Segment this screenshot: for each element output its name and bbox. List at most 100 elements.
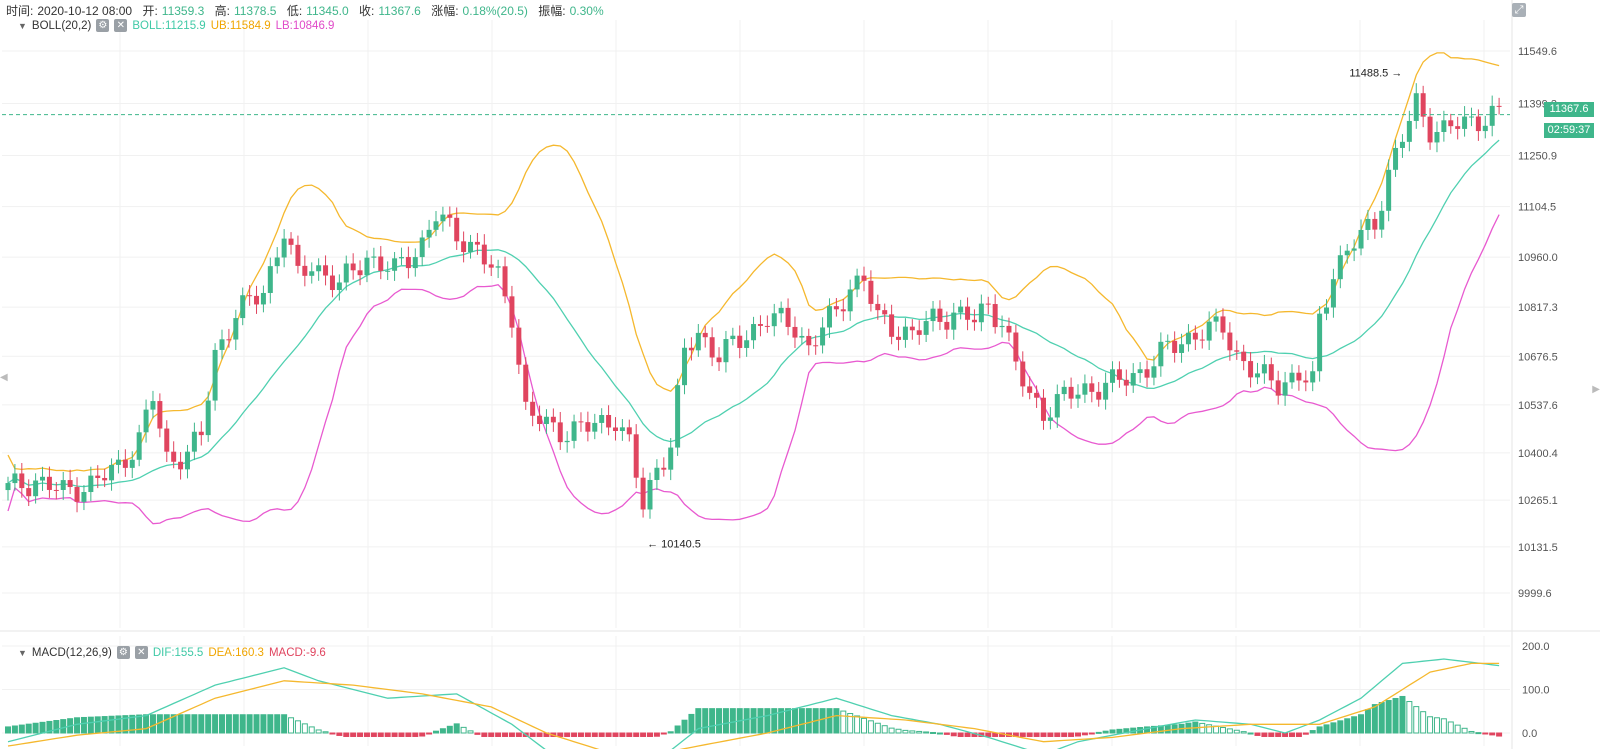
macd-histogram-bar	[964, 732, 971, 737]
candle-body	[1427, 116, 1433, 143]
candle-body	[1475, 116, 1481, 132]
scroll-left-icon[interactable]: ◀	[0, 372, 8, 383]
macd-histogram-bar	[108, 715, 115, 734]
candle-body	[688, 347, 694, 351]
macd-histogram-bar	[571, 732, 578, 737]
candle-body	[868, 280, 874, 304]
macd-histogram-bar	[219, 714, 225, 734]
close-icon[interactable]: ✕	[114, 19, 128, 32]
candle-body	[820, 327, 826, 346]
macd-histogram-bar	[1102, 730, 1109, 734]
candle-body	[1296, 372, 1302, 381]
candle-body	[1344, 250, 1350, 256]
candle-body	[502, 266, 508, 297]
macd-histogram-bar	[184, 714, 191, 734]
candle-body	[95, 475, 101, 478]
macd-histogram-bar	[46, 720, 53, 734]
macd-histogram-bar	[888, 727, 895, 734]
macd-histogram-bar	[274, 714, 281, 734]
macd-histogram-bar	[930, 731, 937, 734]
macd-y-tick-label: 0.0	[1522, 728, 1537, 740]
macd-histogram-bar	[757, 708, 764, 734]
macd-histogram-bar	[1233, 729, 1240, 734]
candle-body	[1261, 364, 1267, 374]
macd-histogram-bar	[495, 732, 502, 737]
candle-body	[461, 241, 467, 253]
macd-histogram-bar	[1385, 700, 1392, 734]
gear-icon[interactable]: ⚙	[96, 19, 110, 32]
high-value: 11378.5	[233, 4, 277, 18]
chevron-down-icon[interactable]: ▼	[18, 20, 27, 31]
candle-body	[274, 257, 280, 267]
candle-body	[1496, 105, 1502, 107]
macd-histogram-bar	[957, 732, 964, 737]
candle-body	[1379, 210, 1385, 230]
macd-histogram-bar	[577, 732, 584, 737]
expand-icon[interactable]: ⤢	[1512, 3, 1526, 17]
candle-body	[447, 214, 453, 218]
candle-body	[495, 266, 501, 268]
open-value: 11359.3	[161, 4, 205, 18]
candle-body	[288, 238, 294, 245]
candle-body	[392, 258, 398, 271]
close-icon[interactable]: ✕	[134, 646, 148, 659]
candle-body	[944, 321, 950, 330]
scroll-right-icon[interactable]: ▶	[1592, 384, 1600, 395]
macd-histogram-bar	[729, 708, 736, 734]
candle-body	[1289, 372, 1295, 383]
candle-body	[164, 428, 170, 452]
candle-body	[923, 321, 929, 335]
candle-body	[833, 306, 839, 310]
macd-histogram-bar	[260, 714, 267, 734]
macd-dea-value: DEA:160.3	[208, 646, 264, 659]
macd-histogram-bar	[674, 725, 681, 734]
candle-body	[81, 492, 87, 502]
macd-histogram-bar	[343, 732, 350, 737]
chevron-down-icon[interactable]: ▼	[18, 647, 27, 658]
macd-histogram-bar	[1247, 732, 1254, 735]
candle-body	[1144, 369, 1150, 378]
macd-y-tick-label: 200.0	[1522, 641, 1550, 653]
macd-histogram-bar	[1482, 732, 1489, 735]
macd-histogram-bar	[446, 725, 453, 734]
candle-body	[985, 303, 991, 305]
macd-histogram-bar	[564, 732, 571, 737]
candle-body	[1282, 382, 1288, 396]
candle-body	[60, 480, 66, 490]
candle-body	[889, 314, 895, 337]
candle-body	[26, 488, 32, 497]
macd-histogram-bar	[1254, 732, 1261, 736]
macd-histogram-bar	[633, 732, 640, 737]
candle-body	[233, 318, 239, 340]
candle-body	[67, 480, 73, 488]
candle-body	[1213, 316, 1219, 322]
macd-histogram-bar	[481, 732, 488, 737]
candle-body	[426, 229, 432, 238]
macd-histogram-bar	[840, 710, 847, 734]
candle-body	[1172, 340, 1178, 353]
macd-histogram-bar	[198, 714, 205, 734]
candle-body	[1482, 125, 1488, 132]
candle-body	[385, 270, 391, 272]
macd-histogram-bar	[791, 708, 798, 734]
boll-mid-value: BOLL:11215.9	[132, 19, 206, 32]
candle-body	[1413, 93, 1419, 121]
low-value: 11345.0	[306, 4, 349, 18]
macd-histogram-bar	[281, 714, 288, 734]
candle-body	[916, 330, 922, 335]
macd-histogram-bar	[1116, 728, 1123, 734]
macd-histogram-bar	[716, 708, 723, 734]
macd-histogram-bar	[785, 708, 792, 734]
candle-body	[1227, 332, 1233, 351]
gear-icon[interactable]: ⚙	[116, 646, 130, 659]
candle-body	[992, 304, 998, 328]
macd-histogram-bar	[1033, 732, 1040, 737]
y-tick-label: 11549.6	[1518, 46, 1557, 58]
candle-body	[143, 409, 149, 433]
macd-histogram-bar	[619, 732, 626, 737]
candle-body	[1303, 380, 1309, 383]
macd-histogram-bar	[826, 708, 833, 734]
macd-histogram-bar	[205, 714, 212, 734]
